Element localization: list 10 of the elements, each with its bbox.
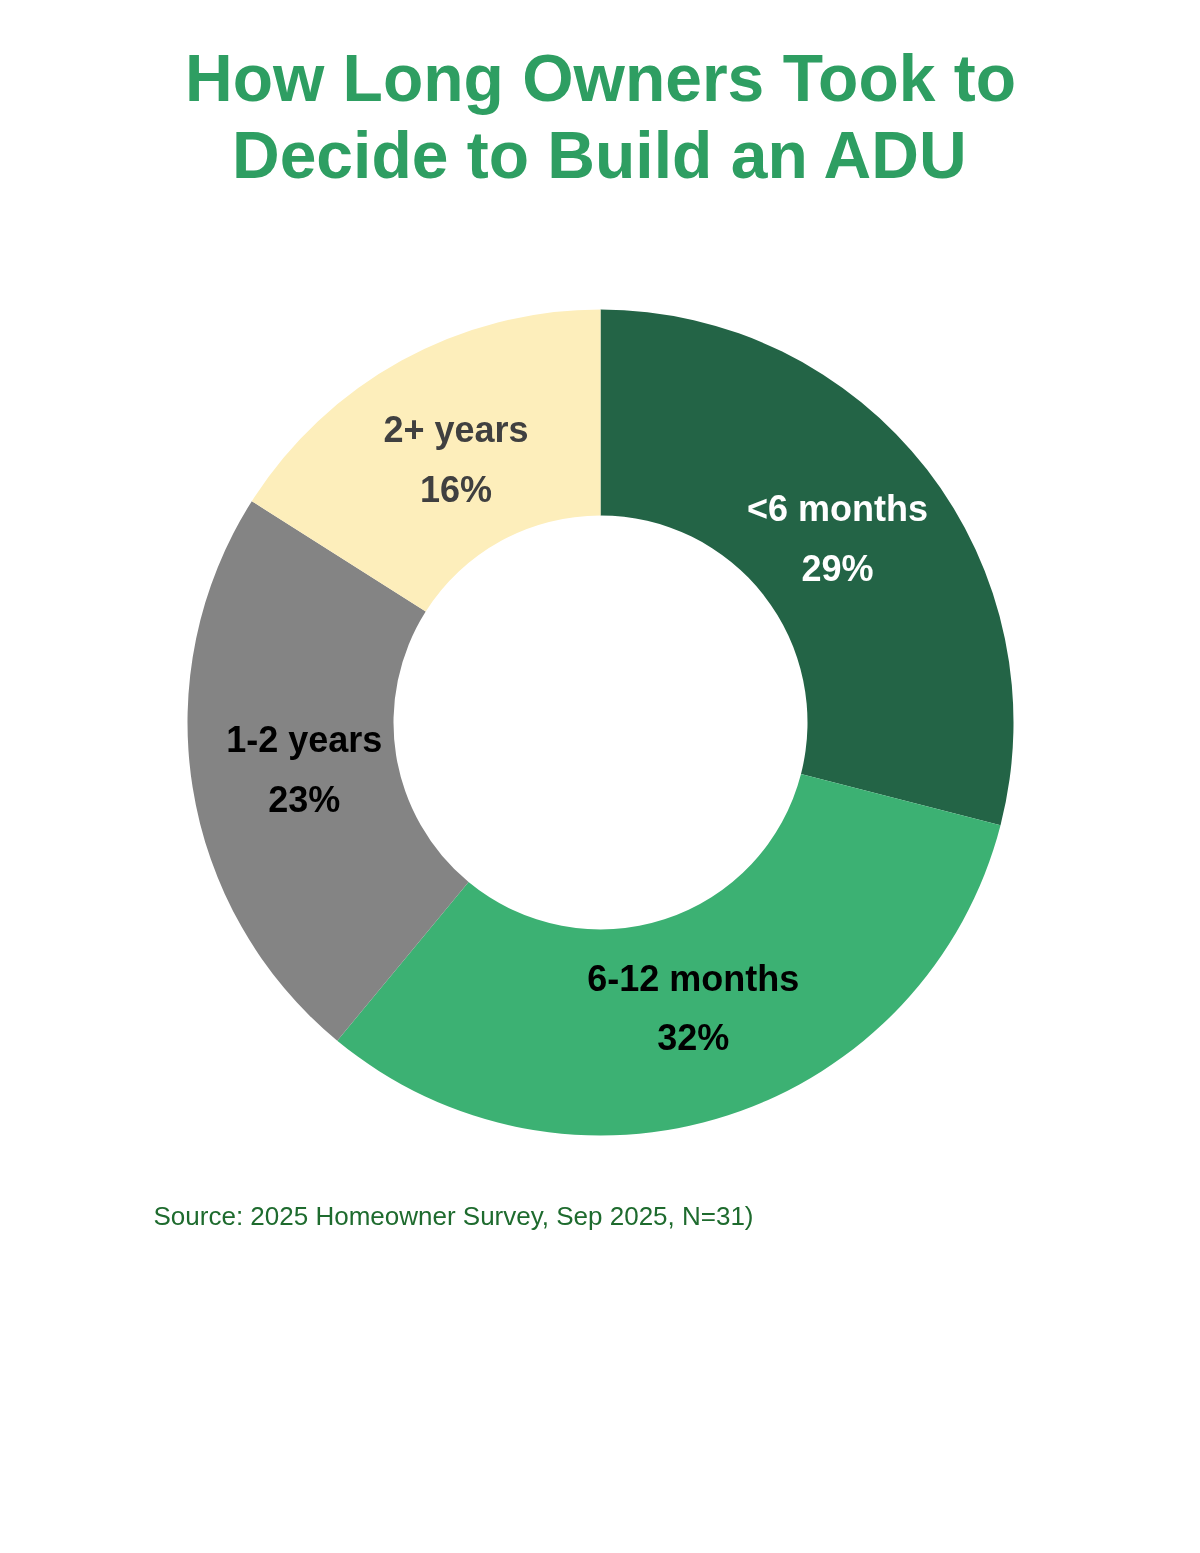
slice-label: 1-2 years [226,719,383,761]
data-label: 23% [268,778,341,820]
chart-title: How Long Owners Took to Decide to Build an ADU [184,40,1017,193]
data-label: 29% [801,547,874,589]
source-note: Source: 2025 Homeowner Survey, Sep 2025, N=31) [153,1200,754,1231]
slice-label: 2+ years [383,409,529,451]
data-label: 32% [657,1017,730,1059]
data-label: 16% [419,468,493,510]
slice-label: 6-12 months [587,957,800,999]
slice-label: <6 months [747,488,929,530]
